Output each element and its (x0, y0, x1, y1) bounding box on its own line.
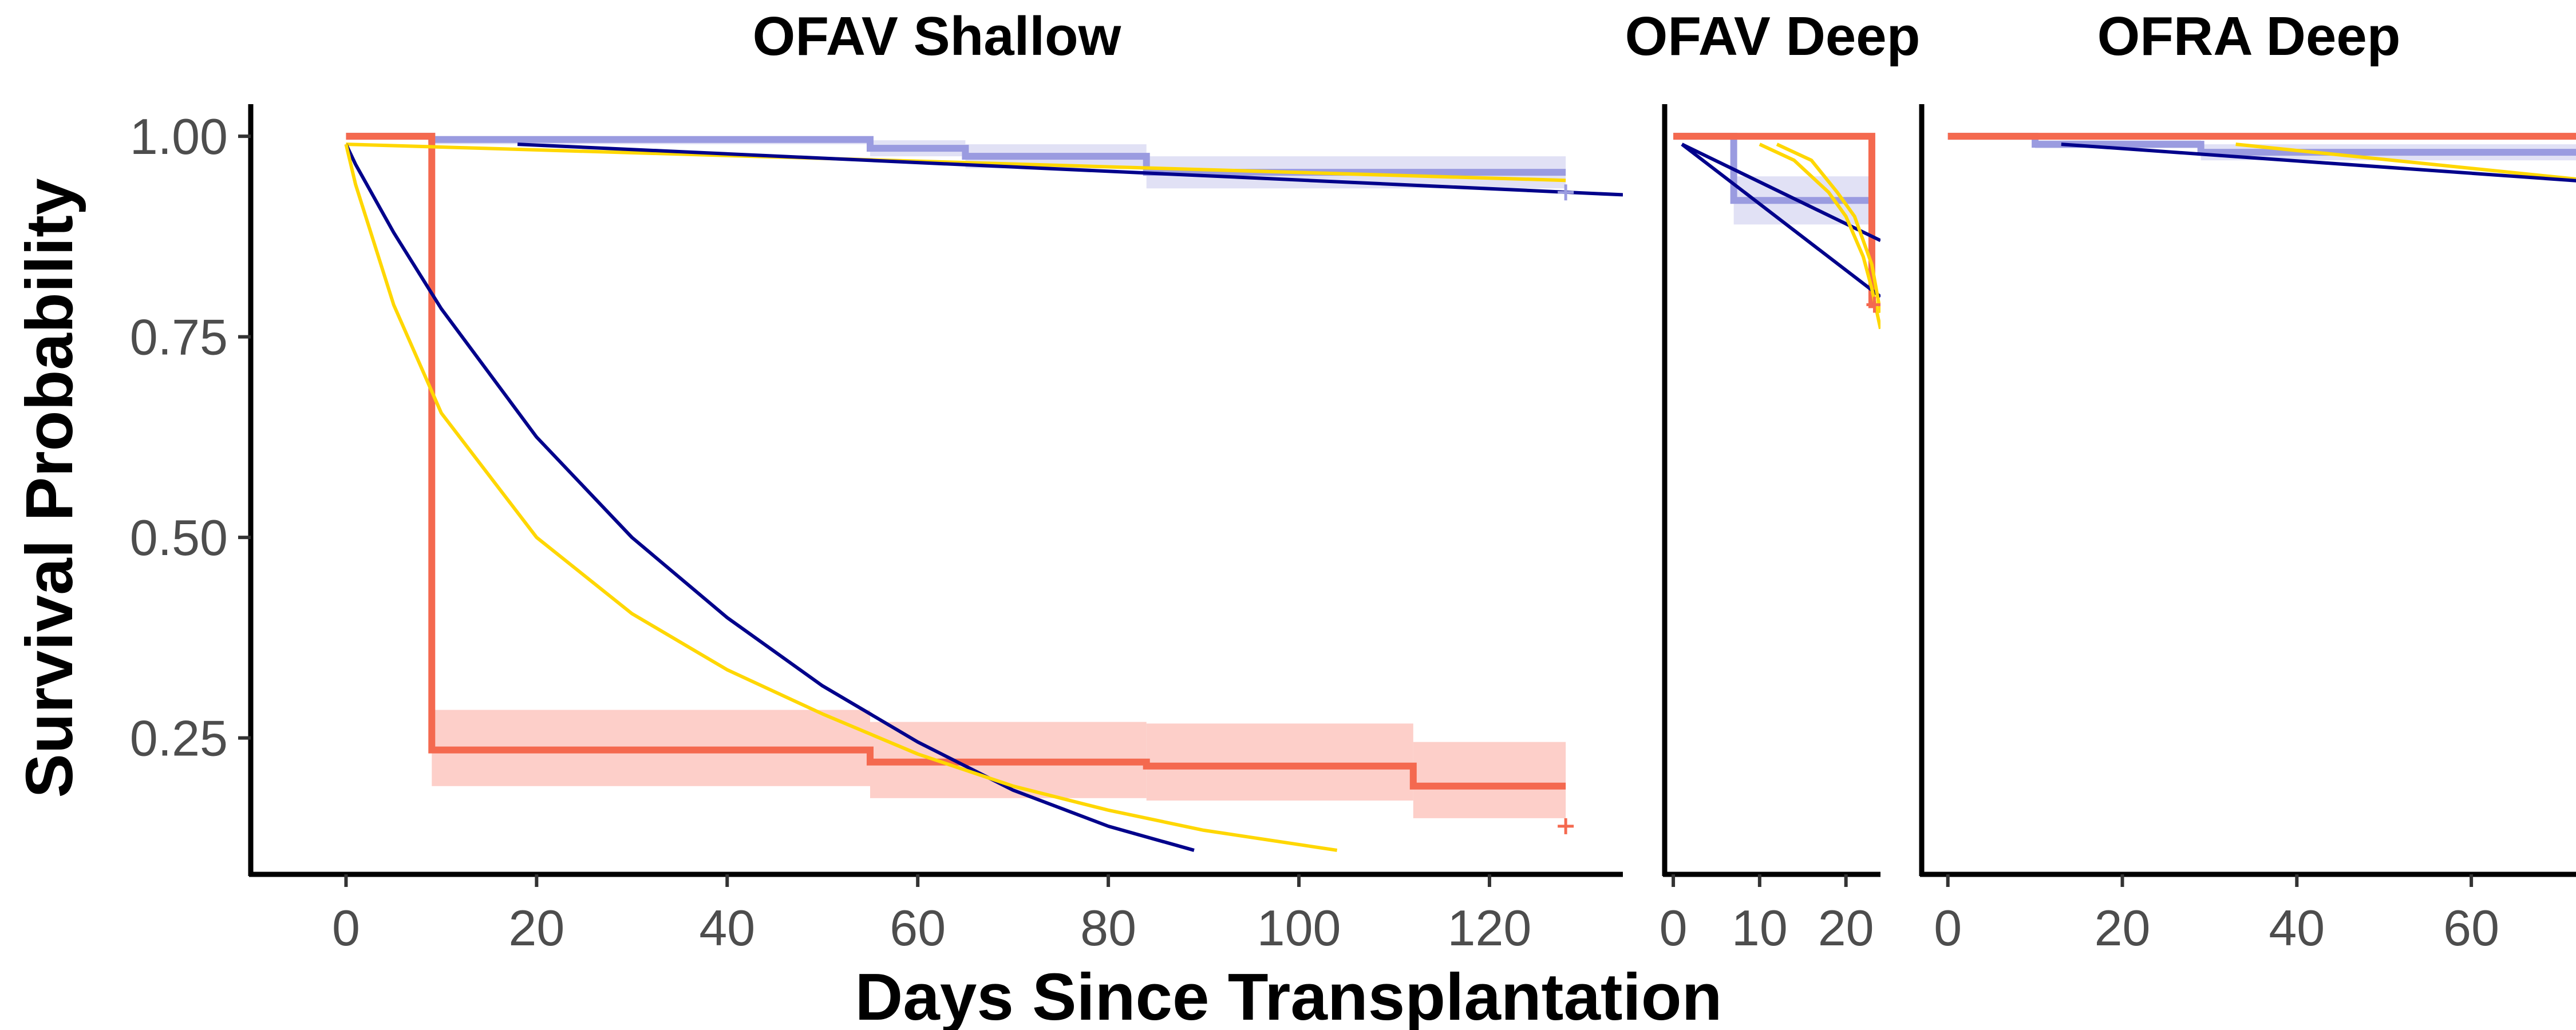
x-tick-label: 20 (1818, 900, 1874, 956)
x-tick-label: 60 (890, 900, 946, 956)
x-tick-label: 40 (699, 900, 755, 956)
x-axis-title: Days Since Transplantation (855, 960, 1722, 1030)
y-axis-title: Survival Probability (12, 178, 86, 798)
y-tick-label: 0.25 (130, 710, 228, 767)
panel-0: OFAV Shallow 0 20 40 60 80 100 120 0.25 0.50 0.75 1… (130, 6, 1623, 956)
x-tick-label: 120 (1448, 900, 1532, 956)
x-tick-label: 0 (1934, 900, 1962, 956)
model-fit-curve (1759, 142, 1880, 330)
censor-mark (1558, 184, 1574, 201)
model-fit-curve (1681, 142, 1880, 298)
x-tick-label: 40 (2269, 900, 2325, 956)
model-fit-curve (2061, 142, 2576, 183)
panel-title: OFAV Deep (1625, 6, 1921, 67)
censor-mark (1558, 818, 1574, 834)
x-tick-label: 60 (2443, 900, 2499, 956)
panel-title: OFAV Shallow (753, 6, 1121, 67)
plot-area (1673, 133, 1880, 330)
y-tick-label: 0.50 (130, 509, 228, 566)
ci-ribbon (1413, 742, 1566, 818)
x-tick-label: 20 (508, 900, 564, 956)
panel-2: OFRA Deep 0 20 40 60 (1919, 6, 2576, 956)
km-step-line (346, 133, 1566, 790)
model-fit-curve (346, 142, 1566, 183)
y-tick-label: 0.75 (130, 309, 228, 366)
x-tick-label: 20 (2095, 900, 2151, 956)
x-tick-label: 0 (332, 900, 360, 956)
x-tick-label: 100 (1257, 900, 1341, 956)
x-tick-label: 0 (1660, 900, 1688, 956)
model-fit-curve (2235, 142, 2576, 181)
y-tick-label: 1.00 (130, 108, 228, 165)
model-fit-curve (344, 143, 1195, 852)
plot-area (344, 133, 1623, 852)
x-tick-label: 80 (1080, 900, 1136, 956)
model-fit-curve (344, 144, 1338, 852)
censor-mark (1866, 296, 1880, 313)
model-fit-curve (1681, 142, 1880, 243)
panel-title: OFRA Deep (2097, 6, 2401, 67)
ci-ribbon (1146, 723, 1413, 801)
x-tick-label: 10 (1732, 900, 1788, 956)
plot-area (1947, 133, 2576, 183)
model-fit-curve (517, 142, 1623, 197)
model-fit-curve (1776, 142, 1880, 314)
panel-1: OFAV Deep 0 10 20 (1625, 6, 1921, 956)
